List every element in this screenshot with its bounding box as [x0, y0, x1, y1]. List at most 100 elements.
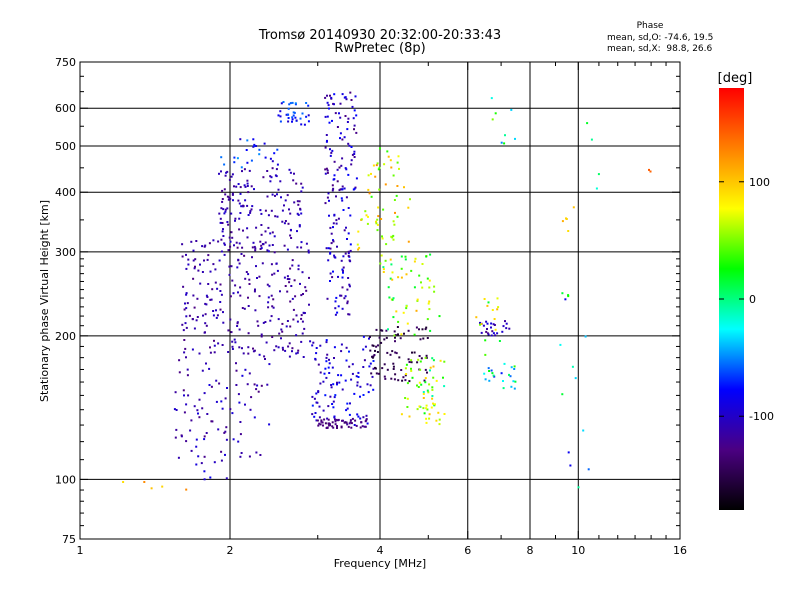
- data-point: [273, 349, 276, 352]
- data-point: [244, 185, 247, 188]
- data-point: [502, 325, 505, 328]
- data-point: [350, 99, 353, 101]
- data-point: [348, 283, 351, 286]
- data-point: [261, 262, 264, 265]
- data-point: [225, 438, 228, 441]
- data-point: [348, 413, 351, 416]
- data-point: [271, 305, 274, 308]
- data-point: [209, 351, 212, 354]
- data-point: [185, 292, 188, 295]
- data-point: [359, 426, 362, 429]
- data-point: [232, 292, 235, 295]
- data-point: [337, 305, 340, 308]
- data-point: [293, 279, 296, 282]
- data-point: [212, 239, 215, 242]
- data-point: [203, 259, 205, 262]
- data-point: [241, 170, 243, 173]
- data-point: [393, 334, 396, 337]
- data-point: [302, 293, 304, 295]
- data-point: [329, 252, 332, 255]
- data-point: [231, 348, 234, 350]
- data-point: [244, 403, 246, 406]
- data-point: [487, 301, 490, 304]
- data-point: [354, 186, 357, 189]
- data-point: [320, 420, 323, 423]
- data-point: [405, 273, 408, 276]
- data-point: [353, 392, 356, 395]
- data-point: [225, 477, 228, 480]
- data-point: [343, 421, 346, 424]
- data-point: [271, 273, 274, 276]
- data-point: [246, 161, 249, 164]
- data-point: [207, 254, 210, 257]
- data-point: [253, 416, 256, 419]
- data-point: [353, 150, 356, 153]
- data-point: [195, 240, 198, 242]
- data-point: [182, 285, 185, 288]
- data-point: [382, 268, 385, 271]
- data-point: [236, 246, 239, 249]
- data-point: [419, 360, 422, 363]
- data-point: [387, 286, 390, 289]
- data-point: [324, 168, 327, 171]
- data-point: [410, 361, 413, 364]
- data-point: [349, 402, 351, 405]
- data-point: [325, 360, 328, 363]
- data-point: [416, 408, 419, 411]
- data-point: [339, 132, 342, 135]
- data-point: [431, 386, 434, 389]
- data-point: [348, 259, 351, 262]
- data-point: [288, 103, 291, 106]
- data-point: [325, 339, 328, 342]
- data-point: [559, 343, 562, 346]
- data-point: [237, 199, 240, 202]
- data-point: [277, 114, 280, 117]
- data-point: [338, 381, 341, 384]
- data-point: [275, 175, 278, 178]
- data-point: [398, 356, 401, 359]
- data-point: [215, 309, 217, 312]
- data-point: [342, 271, 344, 274]
- data-point: [374, 349, 376, 352]
- data-point: [286, 248, 289, 251]
- data-point: [204, 244, 207, 247]
- data-point: [247, 346, 250, 349]
- data-point: [341, 138, 344, 141]
- data-point: [298, 200, 301, 203]
- data-point: [250, 159, 253, 162]
- data-point: [264, 230, 267, 233]
- data-point: [240, 452, 243, 454]
- data-point: [381, 235, 383, 238]
- data-point: [348, 422, 351, 425]
- data-point: [269, 232, 272, 235]
- data-point: [208, 367, 211, 370]
- data-point: [369, 384, 372, 387]
- chart-subtitle: RwPretec (8p): [334, 41, 426, 56]
- data-point: [336, 126, 339, 128]
- data-point: [300, 314, 303, 317]
- data-point: [181, 255, 184, 258]
- data-point: [224, 208, 227, 211]
- data-point: [193, 267, 196, 270]
- data-point: [435, 419, 438, 422]
- data-point: [319, 344, 322, 347]
- data-point: [327, 405, 330, 408]
- data-point: [330, 384, 333, 386]
- data-point: [291, 297, 294, 300]
- data-point: [377, 372, 380, 375]
- data-point: [260, 333, 263, 336]
- data-point: [332, 226, 334, 229]
- data-point: [236, 321, 239, 324]
- data-point: [205, 432, 208, 434]
- data-point: [216, 314, 219, 317]
- data-point: [189, 429, 192, 432]
- data-point: [196, 297, 199, 300]
- data-point: [316, 419, 319, 422]
- data-point: [297, 203, 300, 206]
- data-point: [326, 169, 329, 172]
- data-point: [514, 137, 516, 140]
- data-point: [336, 180, 339, 183]
- data-point: [253, 145, 256, 148]
- data-point: [213, 461, 216, 464]
- data-point: [276, 148, 279, 151]
